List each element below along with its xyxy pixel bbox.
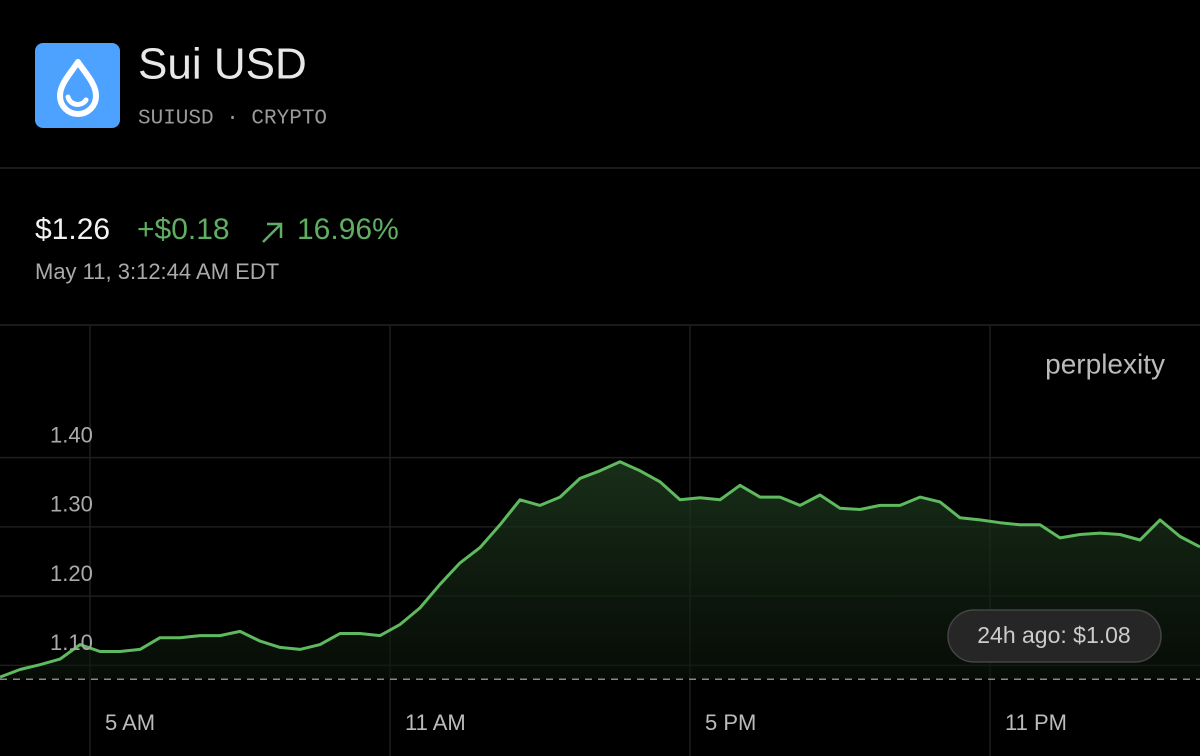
percent-change: 16.96% (297, 213, 399, 246)
timestamp: May 11, 3:12:44 AM EDT (35, 259, 279, 284)
brand: perplexity (1045, 348, 1165, 379)
price-line (0, 460, 1200, 679)
asset-name: Sui USD (138, 40, 307, 89)
reference-badge (947, 609, 1162, 663)
asset-ticker: SUIUSD · CRYPTO (138, 108, 327, 131)
y-tick-label: 1.20 (50, 561, 93, 586)
y-tick-label: 1.10 (50, 630, 93, 655)
price-change: +$0.18 (137, 213, 230, 246)
coin-icon (35, 43, 120, 128)
drop-icon (57, 59, 99, 117)
area-fill (0, 461, 1200, 680)
x-tick-label: 11 AM (405, 710, 466, 735)
x-tick-label: 11 PM (1005, 710, 1067, 735)
chart: 1.10 1.20 1.30 1.40 5 AM 11 AM 5 PM 11 PM 24h ag… (0, 326, 1200, 756)
y-tick-label: 1.30 (50, 492, 93, 517)
drop-icon-detail (65, 94, 89, 107)
price: $1.26 (35, 213, 110, 246)
reference-label: 24h ago: $1.08 (977, 622, 1130, 648)
y-tick-label: 1.40 (50, 422, 93, 447)
x-tick-label: 5 PM (705, 710, 756, 735)
x-tick-label: 5 AM (105, 710, 155, 735)
up-arrow (262, 222, 283, 243)
